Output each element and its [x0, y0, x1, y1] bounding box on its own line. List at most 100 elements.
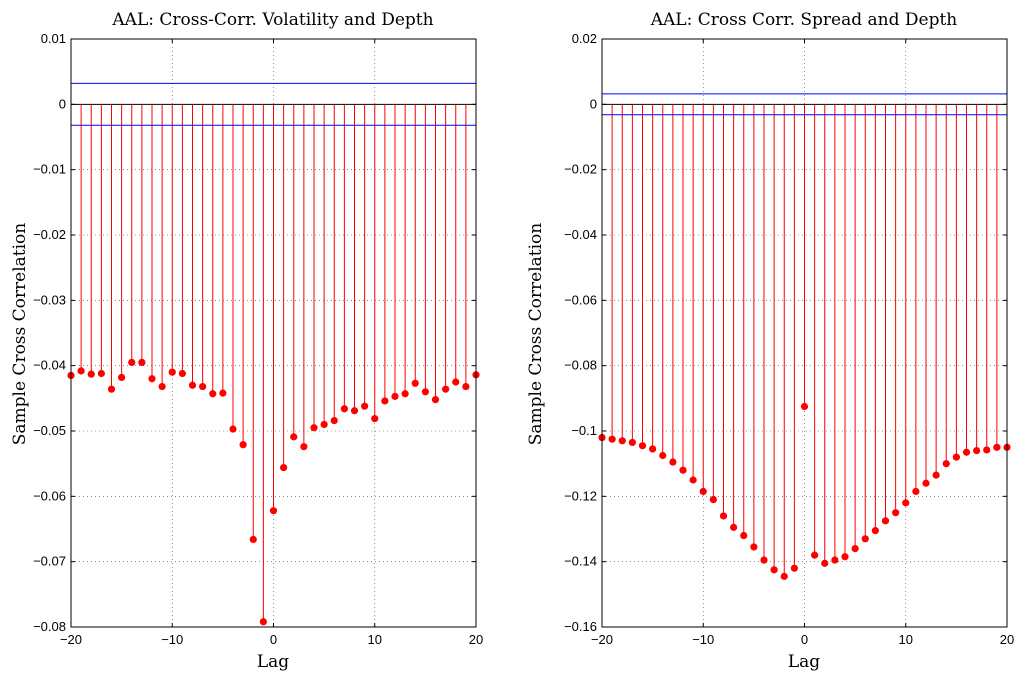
stem-marker: [391, 392, 399, 400]
stem-marker: [932, 471, 940, 479]
stem-marker: [800, 402, 809, 411]
y-tick-label: 0: [590, 96, 597, 111]
stem-marker: [421, 388, 429, 396]
stem-marker: [821, 559, 829, 567]
stem-marker: [709, 496, 717, 504]
x-tick-label: 10: [899, 632, 913, 647]
stem-marker: [77, 367, 85, 375]
right-y-axis-label: Sample Cross Correlation: [526, 223, 546, 446]
stem-marker: [280, 463, 288, 472]
stem-marker: [138, 358, 146, 366]
stem-marker: [952, 453, 960, 461]
stem-marker: [902, 499, 910, 507]
stem-marker: [431, 396, 440, 404]
x-tick-label: 20: [1000, 632, 1014, 647]
stem-marker: [942, 460, 950, 468]
y-tick-label: −0.04: [564, 227, 597, 242]
stem-marker: [148, 375, 156, 383]
left-panel: AAL: Cross-Corr. Volatility and Depth La…: [10, 10, 483, 672]
stem-marker: [719, 512, 728, 520]
stem-marker: [871, 527, 879, 535]
stem-marker: [310, 424, 318, 432]
stem-marker: [209, 390, 217, 398]
stem-marker: [861, 535, 869, 543]
stem-marker: [330, 416, 338, 425]
left-plot-area: 0.01 0 −0.01 −0.02 −0.03 −0.04 −0.05 −0.06 −0.07…: [33, 31, 483, 647]
y-tick-label: −0.14: [564, 554, 597, 569]
stem-marker: [178, 369, 186, 378]
y-tick-label: −0.1: [571, 423, 597, 438]
y-tick-label: 0.01: [41, 31, 66, 46]
stem-marker: [340, 405, 348, 413]
y-tick-label: −0.04: [33, 358, 66, 373]
y-tick-label: −0.05: [33, 423, 66, 438]
stem-marker: [381, 397, 389, 405]
stem-marker: [638, 442, 647, 450]
stem-marker: [790, 564, 798, 572]
stem-marker: [618, 437, 626, 445]
x-tick-label: 0: [801, 632, 808, 647]
stem-marker: [290, 433, 298, 441]
stem-marker: [462, 382, 470, 391]
stem-marker: [973, 447, 981, 455]
y-tick-label: −0.08: [564, 358, 597, 373]
stem-marker: [628, 438, 636, 447]
x-tick-label: 0: [270, 632, 277, 647]
right-plot-area: 0.02 0 −0.02 −0.04 −0.06 −0.08 −0.1 −0.12 −0.14 −…: [564, 31, 1014, 647]
stem-marker: [669, 458, 677, 466]
stem-marker: [659, 451, 667, 460]
stem-marker: [97, 369, 105, 378]
stem-marker: [750, 543, 758, 551]
stem-marker: [269, 507, 278, 515]
y-tick-label: −0.16: [564, 619, 597, 634]
stem-marker: [841, 553, 849, 561]
stem-marker: [300, 443, 308, 451]
stem-marker: [892, 509, 900, 517]
left-x-axis-label: Lag: [257, 652, 289, 672]
x-tick-label: −10: [692, 632, 714, 647]
stem-marker: [608, 435, 616, 443]
stem-marker: [259, 618, 267, 626]
stem-marker: [452, 378, 460, 386]
y-tick-label: −0.06: [564, 292, 597, 307]
stem-marker: [118, 373, 126, 382]
stem-marker: [770, 566, 778, 574]
stem-marker: [831, 556, 839, 564]
y-tick-label: −0.06: [33, 488, 66, 503]
stem-marker: [993, 443, 1001, 451]
stem-marker: [922, 479, 930, 487]
stem-marker: [780, 572, 788, 580]
stem-marker: [912, 487, 920, 496]
right-panel: AAL: Cross Corr. Spread and Depth Lag Sa…: [526, 10, 1014, 672]
stem-marker: [320, 420, 328, 429]
stem-marker: [128, 358, 136, 366]
stem-marker: [962, 448, 971, 456]
stem-marker: [371, 414, 379, 423]
left-chart-title: AAL: Cross-Corr. Volatility and Depth: [111, 10, 433, 30]
y-tick-label: −0.02: [33, 227, 66, 242]
y-tick-label: −0.03: [33, 292, 66, 307]
stem-marker: [249, 535, 257, 544]
stem-marker: [199, 382, 207, 391]
y-tick-label: 0.02: [572, 31, 597, 46]
y-tick-label: −0.08: [33, 619, 66, 634]
stem-marker: [350, 407, 359, 415]
stem-marker: [760, 556, 768, 564]
x-tick-label: 10: [368, 632, 382, 647]
y-tick-label: 0: [59, 96, 66, 111]
stem-marker: [689, 476, 697, 484]
stem-marker: [740, 531, 748, 540]
stem-marker: [411, 379, 419, 387]
stem-marker: [881, 517, 890, 525]
x-tick-label: −10: [161, 632, 183, 647]
stem-marker: [679, 466, 687, 474]
y-tick-label: −0.07: [33, 554, 66, 569]
x-tick-label: 20: [469, 632, 483, 647]
stem-marker: [442, 385, 450, 393]
stem-marker: [107, 385, 116, 393]
y-tick-label: −0.02: [564, 162, 597, 177]
stem-marker: [983, 446, 991, 454]
stem-marker: [158, 382, 166, 391]
stem-marker: [649, 445, 657, 453]
